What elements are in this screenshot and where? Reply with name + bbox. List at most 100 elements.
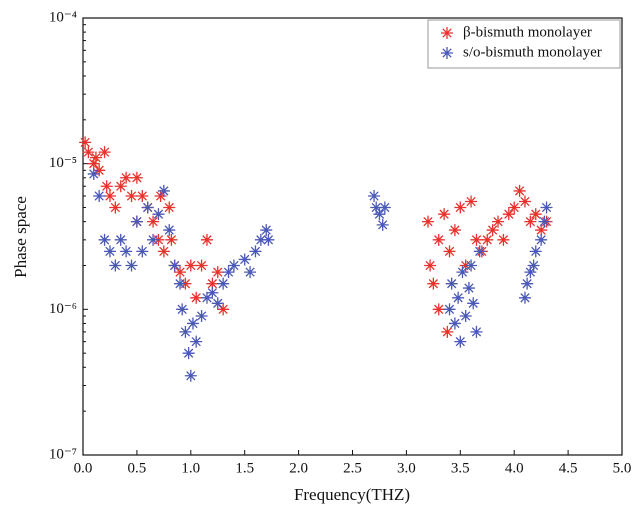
- data-point: [535, 233, 548, 246]
- data-point: [518, 195, 531, 208]
- data-point: [103, 189, 116, 202]
- data-point: [456, 266, 469, 279]
- data-point: [98, 146, 111, 159]
- data-point: [89, 151, 102, 164]
- y-tick-label: 10⁻⁷: [49, 446, 77, 462]
- data-point: [508, 201, 521, 214]
- data-point: [165, 233, 178, 246]
- data-point: [152, 208, 165, 221]
- x-tick-label: 2.5: [343, 460, 362, 476]
- data-point: [249, 245, 262, 258]
- data-point: [373, 208, 386, 221]
- data-point: [93, 189, 106, 202]
- data-point: [195, 309, 208, 322]
- data-point: [93, 164, 106, 177]
- data-point: [125, 189, 138, 202]
- data-point: [465, 195, 478, 208]
- data-point: [467, 297, 480, 310]
- data-point: [195, 259, 208, 272]
- data-point: [114, 180, 127, 193]
- data-point: [120, 171, 133, 184]
- data-point: [529, 208, 542, 221]
- data-point: [147, 215, 160, 228]
- data-point: [262, 233, 275, 246]
- data-point: [465, 259, 478, 272]
- legend-label: β-bismuth monolayer: [463, 24, 592, 40]
- data-point: [211, 266, 224, 279]
- data-point: [157, 184, 170, 197]
- data-point: [502, 208, 515, 221]
- x-tick-label: 1.0: [181, 460, 200, 476]
- data-point: [100, 180, 113, 193]
- data-point: [141, 201, 154, 214]
- data-point: [79, 136, 92, 149]
- data-point: [443, 303, 456, 316]
- data-point: [448, 224, 461, 237]
- legend-label: s/o-bismuth monolayer: [463, 44, 602, 60]
- x-tick-label: 0.0: [74, 460, 93, 476]
- data-point: [486, 224, 499, 237]
- data-point: [441, 325, 454, 338]
- data-point: [459, 309, 472, 322]
- x-tick-label: 4.5: [559, 460, 578, 476]
- legend-box: [427, 19, 621, 69]
- data-point: [540, 201, 553, 214]
- data-point: [163, 224, 176, 237]
- data-point: [470, 233, 483, 246]
- x-tick-label: 3.5: [451, 460, 470, 476]
- data-point: [438, 208, 451, 221]
- data-point: [136, 189, 149, 202]
- data-point: [200, 233, 213, 246]
- data-point: [206, 286, 219, 299]
- data-point: [174, 277, 187, 290]
- data-point: [254, 233, 267, 246]
- data-point: [454, 335, 467, 348]
- x-tick-label: 2.0: [289, 460, 308, 476]
- data-point: [370, 201, 383, 214]
- data-point: [120, 245, 133, 258]
- data-point: [227, 259, 240, 272]
- data-point: [217, 303, 230, 316]
- data-point: [473, 245, 486, 258]
- data-point: [448, 317, 461, 330]
- x-tick-label: 4.0: [505, 460, 524, 476]
- data-point: [176, 303, 189, 316]
- data-point: [470, 325, 483, 338]
- data-point: [445, 277, 458, 290]
- data-point: [182, 347, 195, 360]
- data-point: [535, 224, 548, 237]
- data-point: [376, 218, 389, 231]
- data-point: [206, 277, 219, 290]
- data-point: [186, 317, 199, 330]
- data-point: [521, 277, 534, 290]
- data-point: [432, 233, 445, 246]
- data-point: [524, 215, 537, 228]
- data-point: [497, 233, 510, 246]
- data-point: [190, 291, 203, 304]
- data-point: [200, 291, 213, 304]
- data-point: [529, 245, 542, 258]
- data-point: [211, 297, 224, 310]
- data-point: [130, 215, 143, 228]
- x-tick-label: 3.0: [397, 460, 416, 476]
- y-tick-label: 10⁻⁵: [49, 155, 77, 171]
- data-point: [222, 266, 235, 279]
- data-point: [168, 259, 181, 272]
- data-point: [114, 233, 127, 246]
- data-point: [190, 335, 203, 348]
- x-axis-label: Frequency(THZ): [294, 485, 410, 504]
- data-point: [87, 157, 100, 170]
- data-point: [179, 325, 192, 338]
- data-point: [82, 146, 95, 159]
- data-point: [98, 233, 111, 246]
- data-point: [524, 266, 537, 279]
- data-point: [421, 215, 434, 228]
- data-point: [184, 369, 197, 382]
- data-point: [147, 233, 160, 246]
- data-point: [109, 201, 122, 214]
- data-point: [174, 266, 187, 279]
- data-point: [260, 224, 273, 237]
- data-point: [454, 201, 467, 214]
- data-point: [103, 245, 116, 258]
- y-axis-label: Phase space: [11, 196, 30, 278]
